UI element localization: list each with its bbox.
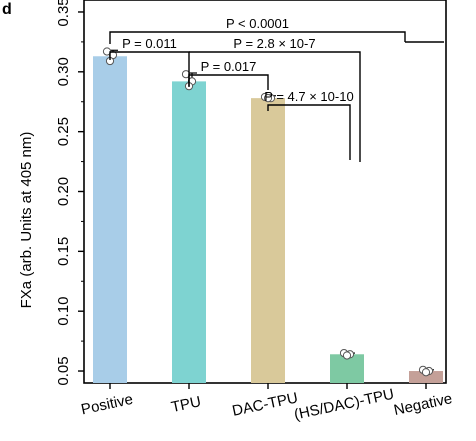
y-tick-label: 0.25 — [55, 117, 72, 146]
bar-negative — [409, 371, 443, 383]
p-value-label: P = 0.017 — [201, 59, 257, 74]
x-tick-label: Positive — [80, 391, 135, 419]
y-ticks: 0.05 0.10 0.15 0.20 0.25 0.30 0.35 — [55, 0, 84, 386]
x-tick-label: Negative — [392, 390, 453, 419]
data-point — [263, 94, 273, 103]
y-tick-label: 0.20 — [55, 177, 72, 206]
significance-bracket — [109, 51, 190, 86]
significance-bracket — [267, 104, 351, 160]
p-value-label: P = 0.011 — [122, 36, 177, 51]
data-point — [342, 351, 352, 360]
y-tick-label: 0.35 — [55, 0, 72, 27]
y-axis-label: FXa (arb. Units at 405 nm) — [18, 132, 35, 309]
y-tick-label: 0.10 — [55, 297, 72, 326]
x-tick-label: DAC-TPU — [231, 389, 300, 419]
y-tick-label: 0.15 — [55, 237, 72, 266]
significance-brackets: P < 0.0001 P = 0.011 P = 2.8 × 10-7 P = 0.0… — [109, 16, 444, 162]
p-value-label: P = 2.8 × 10-7 — [233, 36, 315, 51]
bar-tpu — [172, 81, 206, 383]
significance-bracket — [109, 31, 406, 44]
panel-label: d — [2, 1, 12, 18]
bar-dac-tpu — [251, 98, 285, 384]
y-tick-label: 0.05 — [55, 356, 72, 385]
y-tick-label: 0.30 — [55, 57, 72, 86]
significance-bracket — [189, 51, 361, 162]
x-tick-label: (HS/DAC)-TPU — [293, 386, 396, 424]
x-tick-label: TPU — [170, 393, 203, 416]
bar-positive — [93, 56, 127, 384]
bars — [93, 49, 443, 389]
p-value-label: P < 0.0001 — [226, 16, 289, 31]
significance-bracket — [188, 74, 269, 90]
data-point — [421, 368, 431, 377]
p-value-label: P = 4.7 × 10-10 — [264, 89, 353, 104]
